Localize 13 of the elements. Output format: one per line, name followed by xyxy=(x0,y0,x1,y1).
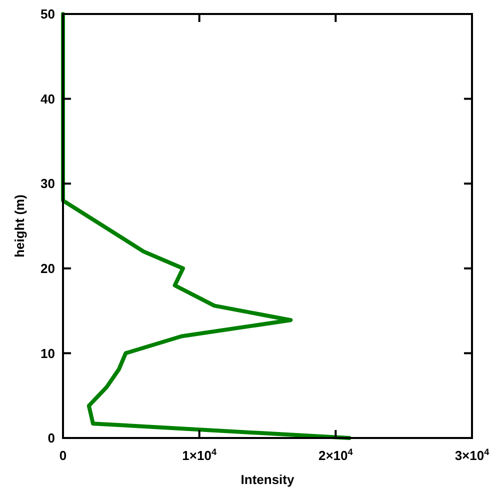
y-tick-label: 40 xyxy=(40,91,55,106)
y-tick-label: 20 xyxy=(40,260,55,276)
y-tick-label: 0 xyxy=(48,430,55,446)
x-axis-title: Intensity xyxy=(240,472,295,487)
x-tick-label: 1×10$^{4}$ xyxy=(182,447,218,463)
x-tick-label: 0 xyxy=(59,448,67,463)
x-tick-label: 2×10$^{4}$ xyxy=(318,447,354,463)
y-tick-label: 50 xyxy=(40,6,55,22)
y-tick-label: 30 xyxy=(40,176,55,192)
line-series xyxy=(61,12,352,440)
x-tick-label: 3×10$^{4}$ xyxy=(454,447,490,463)
y-tick-label: 10 xyxy=(40,346,55,361)
y-axis-title: height (m) xyxy=(12,194,27,258)
